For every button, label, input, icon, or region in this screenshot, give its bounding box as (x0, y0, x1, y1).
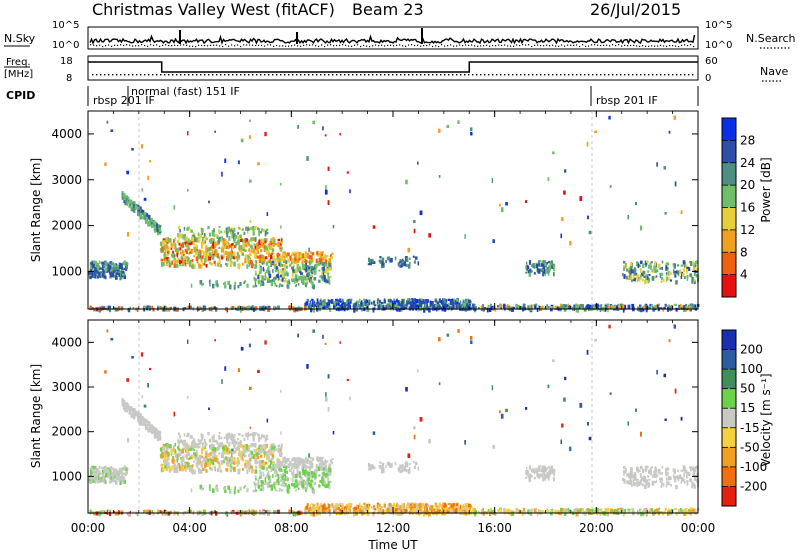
nsearch-tick-top: 10^5 (705, 20, 732, 31)
nave-tick-top: 60 (705, 56, 718, 67)
colorbar-swatch (722, 185, 736, 208)
colorbar-swatch (722, 388, 736, 409)
power-panel: 1000 2000 3000 4000 Slant Range [km] 4 8 12 16… (29, 110, 773, 313)
power-colorbar: 4 8 12 16 20 24 28 (721, 117, 755, 298)
colorbar-tick: 24 (740, 156, 755, 170)
colorbar-tick: 100 (740, 362, 763, 376)
colorbar-tick: 4 (740, 268, 748, 282)
x-tick-label: 00:00 (71, 521, 106, 535)
freq-label: Freq. (6, 57, 31, 68)
x-tick-label: 12:00 (376, 521, 411, 535)
x-tick-label: 00:00 (681, 521, 716, 535)
velocity-panel: 1000 2000 3000 4000 Slant Range [km] 200 100… (29, 319, 773, 517)
power-y-axis: 1000 2000 3000 4000 (51, 127, 698, 278)
freq-tick-bottom: 8 (66, 73, 72, 84)
nave-tick-bottom: 0 (705, 73, 711, 84)
y-tick-label: 2000 (51, 219, 82, 233)
x-tick-label: 04:00 (172, 521, 207, 535)
freq-panel: 18 8 60 0 Freq. [MHz] Nave (4, 55, 788, 84)
colorbar-tick: 50 (740, 382, 755, 396)
velocity-scatter (88, 324, 700, 517)
colorbar-swatch (722, 466, 736, 487)
nsky-panel: 10^5 10^0 10^5 10^0 N.Sky N.Search (4, 20, 796, 51)
x-tick-label: 16:00 (477, 521, 512, 535)
y-tick-label: 1000 (51, 264, 82, 278)
plot-title: Christmas Valley West (fitACF) (92, 0, 335, 19)
power-colorbar-label: Power [dB] (759, 157, 773, 222)
colorbar-tick: -15 (740, 421, 760, 435)
colorbar-swatch (722, 162, 736, 186)
nsky-label: N.Sky (4, 32, 36, 45)
colorbar-tick: 28 (740, 133, 755, 147)
colorbar-swatch (722, 330, 736, 351)
colorbar-swatch (722, 447, 736, 468)
cpid-segment-2: normal (fast) 151 IF (131, 85, 240, 98)
y-tick-label: 3000 (51, 380, 82, 394)
nsky-trace (89, 28, 696, 46)
freq-trace (88, 61, 698, 73)
velocity-colorbar: 200 100 50 15 -15 -50 -100 -200 (721, 329, 767, 507)
power-ylabel: Slant Range [km] (29, 158, 43, 262)
y-tick-label: 1000 (51, 469, 82, 483)
freq-unit: [MHz] (4, 69, 33, 80)
colorbar-tick: 16 (740, 201, 755, 215)
nsearch-trace (90, 44, 695, 48)
nsky-tick-top: 10^5 (52, 20, 79, 31)
xlabel: Time UT (367, 538, 418, 552)
colorbar-swatch (722, 274, 736, 298)
time-axis: 00:00 04:00 08:00 12:00 16:00 20:00 00:00 (71, 111, 716, 535)
beam-label: Beam 23 (352, 0, 424, 19)
y-tick-label: 4000 (51, 127, 82, 141)
colorbar-swatch (722, 408, 736, 429)
colorbar-tick: -100 (740, 460, 767, 474)
velocity-ylabel: Slant Range [km] (29, 364, 43, 468)
colorbar-swatch (722, 427, 736, 448)
x-tick-label: 20:00 (579, 521, 614, 535)
colorbar-swatch (722, 207, 736, 231)
colorbar-tick: 15 (740, 401, 755, 415)
y-tick-label: 2000 (51, 425, 82, 439)
colorbar-swatch (722, 486, 736, 507)
nsky-tick-bottom: 10^0 (52, 40, 79, 51)
velocity-y-axis: 1000 2000 3000 4000 (51, 335, 698, 483)
y-tick-label: 4000 (51, 335, 82, 349)
colorbar-swatch (722, 118, 736, 141)
date-label: 26/Jul/2015 (590, 0, 681, 19)
colorbar-tick: 12 (740, 223, 755, 237)
colorbar-tick: 8 (740, 245, 748, 259)
cpid-segment-3: rbsp 201 IF (596, 94, 658, 107)
colorbar-tick: 20 (740, 178, 755, 192)
colorbar-tick: 200 (740, 343, 763, 357)
nsearch-tick-bottom: 10^0 (705, 40, 732, 51)
velocity-colorbar-label: Velocity [m s⁻¹] (759, 373, 773, 466)
y-tick-label: 3000 (51, 173, 82, 187)
colorbar-swatch (722, 229, 736, 253)
nave-label: Nave (760, 65, 788, 78)
cpid-label: CPID (6, 89, 35, 102)
x-tick-label: 08:00 (274, 521, 309, 535)
colorbar-swatch (722, 349, 736, 370)
nave-trace (92, 74, 694, 76)
colorbar-tick: -50 (740, 440, 760, 454)
colorbar-swatch (722, 140, 736, 164)
power-scatter (88, 115, 700, 313)
freq-tick-top: 18 (60, 56, 73, 67)
colorbar-swatch (722, 369, 736, 390)
colorbar-swatch (722, 252, 736, 276)
nsearch-label: N.Search (746, 32, 796, 45)
cpid-panel: CPID rbsp 201 IF normal (fast) 151 IF rb… (6, 85, 699, 107)
cpid-segment-1: rbsp 201 IF (93, 94, 155, 107)
colorbar-tick: -200 (740, 479, 767, 493)
